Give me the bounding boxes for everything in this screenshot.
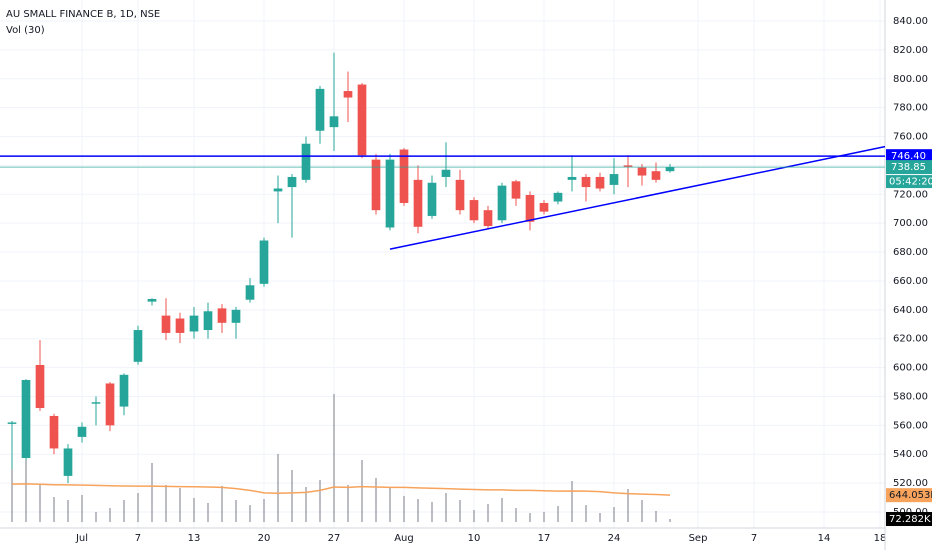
candle-body — [231, 309, 241, 323]
y-tick-label: 780.00 — [893, 103, 928, 114]
y-tick-label: 520.00 — [893, 478, 928, 489]
y-tick-label: 640.00 — [893, 305, 928, 316]
candle-body — [371, 159, 381, 211]
candle-body — [133, 330, 143, 362]
chart-title: AU SMALL FINANCE B, 1D, NSE — [6, 9, 160, 20]
price-label-box — [886, 160, 932, 175]
candle-body — [273, 188, 283, 192]
candle-body — [35, 364, 45, 409]
y-tick-label: 700.00 — [893, 218, 928, 229]
x-tick-label: 27 — [328, 533, 341, 544]
candle-body — [203, 311, 213, 331]
x-tick-label: 24 — [608, 533, 621, 544]
trendline — [389, 145, 886, 250]
y-tick-label: 580.00 — [893, 391, 928, 402]
candle-body — [147, 298, 157, 302]
x-tick-label: 13 — [188, 533, 201, 544]
candle-body — [301, 143, 311, 180]
candle-body — [259, 240, 269, 284]
x-tick-label: 17 — [538, 533, 551, 544]
y-tick-label: 820.00 — [893, 45, 928, 56]
candle-body — [539, 202, 549, 212]
x-tick-label: Aug — [394, 533, 414, 544]
y-tick-label: 600.00 — [893, 363, 928, 374]
candle-body — [245, 285, 255, 300]
y-tick-label: 660.00 — [893, 276, 928, 287]
countdown: 05:42:20 — [889, 177, 932, 188]
candle-body — [525, 195, 535, 222]
y-tick-label: 840.00 — [893, 16, 928, 27]
candle-body — [427, 182, 437, 216]
candle-body — [329, 116, 339, 128]
y-tick-label: 680.00 — [893, 247, 928, 258]
candle-body — [511, 181, 521, 199]
candle-body — [665, 167, 675, 172]
x-tick-label: 14 — [818, 533, 831, 544]
candle-body — [7, 422, 17, 424]
candle-body — [609, 174, 619, 185]
candle-body — [357, 84, 367, 156]
candle-body — [77, 426, 87, 437]
y-tick-label: 560.00 — [893, 420, 928, 431]
volume-indicator-label: Vol (30) — [6, 25, 45, 36]
candle-body — [483, 210, 493, 227]
candle-body — [63, 448, 73, 476]
last-volume-label-box — [886, 511, 932, 526]
candle-body — [497, 185, 507, 221]
candle-body — [441, 169, 451, 177]
volume-ma-label: 644.053K — [889, 490, 932, 501]
candle-body — [553, 192, 563, 202]
countdown-box — [886, 175, 932, 189]
x-tick-label: Jul — [75, 533, 88, 544]
candle-body — [91, 402, 101, 404]
candle-body — [21, 380, 31, 458]
x-tick-label: 18 — [874, 533, 887, 544]
y-tick-label: 760.00 — [893, 132, 928, 143]
candle-body — [595, 176, 605, 189]
candle-body — [343, 91, 353, 98]
volume-ma-line — [11, 483, 671, 496]
x-tick-label: 20 — [258, 533, 271, 544]
price-label: 746.40 — [891, 151, 926, 162]
candle-body — [581, 176, 591, 188]
candle-body — [315, 88, 325, 131]
price-label: 738.85 — [891, 162, 926, 173]
last-volume-label: 72.282K — [889, 514, 931, 525]
price-label-box — [886, 149, 932, 164]
candle-body — [623, 165, 633, 167]
candle-body — [651, 171, 661, 180]
x-tick-label: 10 — [468, 533, 481, 544]
candle-body — [469, 200, 479, 221]
y-tick-label: 540.00 — [893, 449, 928, 460]
candle-body — [119, 374, 129, 407]
candle-body — [385, 159, 395, 228]
y-tick-label: 800.00 — [893, 74, 928, 85]
volume-ma-label-box — [886, 488, 932, 503]
candle-body — [287, 176, 297, 188]
candle-body — [105, 383, 115, 426]
candle-body — [175, 318, 185, 333]
candle-body — [189, 315, 199, 332]
candle-body — [413, 179, 423, 227]
candle-body — [49, 415, 59, 449]
x-tick-label: 7 — [751, 533, 757, 544]
candle-body — [161, 315, 171, 333]
candle-body — [567, 176, 577, 180]
x-tick-label: 7 — [135, 533, 141, 544]
candle-body — [637, 167, 647, 176]
x-tick-label: Sep — [689, 533, 708, 544]
y-tick-label: 620.00 — [893, 334, 928, 345]
candle-body — [399, 149, 409, 203]
candle-body — [455, 179, 465, 211]
candle-body — [217, 308, 227, 323]
y-tick-label: 720.00 — [893, 189, 928, 200]
